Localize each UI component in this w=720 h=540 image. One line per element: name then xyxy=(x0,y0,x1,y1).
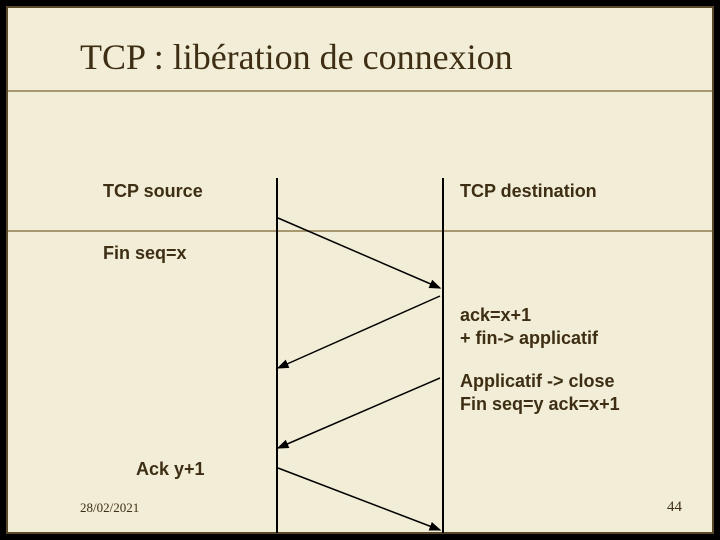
label-app-close-line2: Fin seq=y ack=x+1 xyxy=(460,394,620,414)
footer-page-number: 44 xyxy=(667,499,682,516)
message-arrow xyxy=(278,296,440,368)
label-ack-y1: Ack y+1 xyxy=(136,458,205,481)
message-arrow xyxy=(278,218,440,288)
message-arrow xyxy=(278,378,440,448)
message-arrow xyxy=(278,468,440,530)
slide-title: TCP : libération de connexion xyxy=(80,36,513,78)
timeline-destination xyxy=(442,178,444,533)
horizontal-rule-top xyxy=(8,90,712,92)
label-ack-x1-line1: ack=x+1 xyxy=(460,305,531,325)
label-app-close: Applicatif -> close Fin seq=y ack=x+1 xyxy=(460,370,620,415)
label-tcp-source: TCP source xyxy=(103,180,203,203)
label-ack-x1: ack=x+1 + fin-> applicatif xyxy=(460,304,598,349)
label-fin-seqx: Fin seq=x xyxy=(103,242,187,265)
slide-frame: TCP : libération de connexion TCP source… xyxy=(6,6,714,534)
arrow-layer xyxy=(8,8,712,532)
label-app-close-line1: Applicatif -> close xyxy=(460,371,615,391)
label-tcp-destination: TCP destination xyxy=(460,180,597,203)
timeline-source xyxy=(276,178,278,533)
horizontal-rule-mid xyxy=(8,230,712,232)
footer-date: 28/02/2021 xyxy=(80,500,139,516)
label-ack-x1-line2: + fin-> applicatif xyxy=(460,328,598,348)
